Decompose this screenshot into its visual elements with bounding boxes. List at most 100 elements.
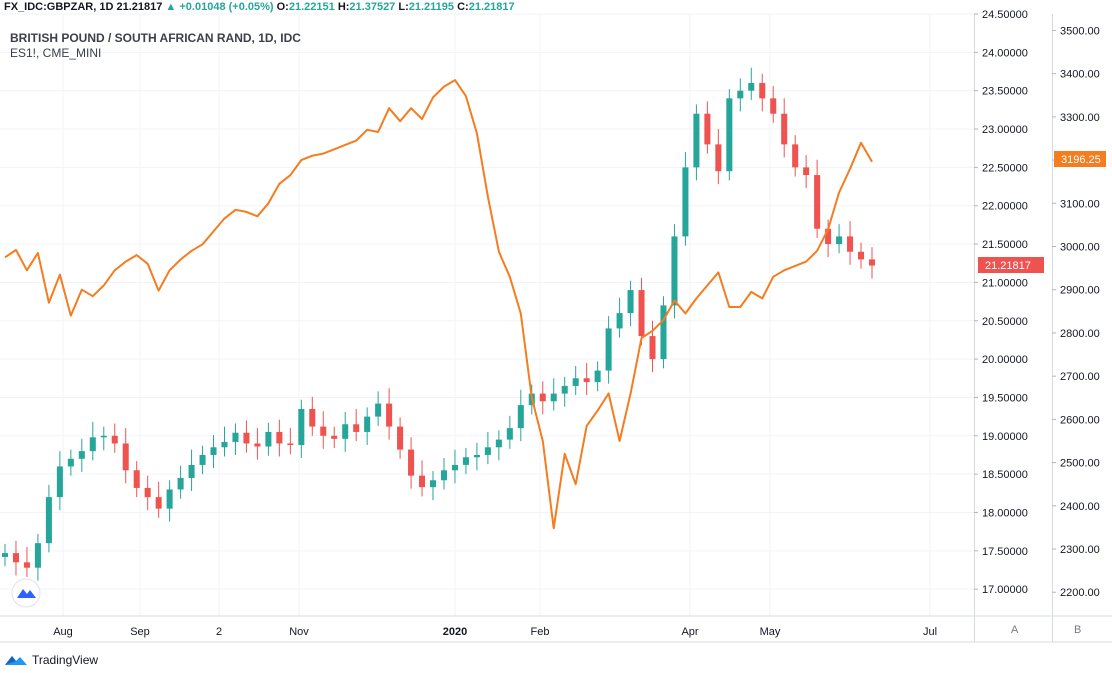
candle-body[interactable] <box>495 439 502 448</box>
candle-body[interactable] <box>616 313 623 329</box>
es-overlay-line[interactable] <box>4 79 873 530</box>
candle-body[interactable] <box>682 167 689 237</box>
candle-body[interactable] <box>484 447 491 455</box>
candle-body[interactable] <box>649 336 656 360</box>
candle-body[interactable] <box>836 236 843 245</box>
candle-body[interactable] <box>715 144 722 172</box>
candle-body[interactable] <box>781 113 788 145</box>
candle-body[interactable] <box>506 428 513 440</box>
candle-body[interactable] <box>188 464 195 478</box>
candle-body[interactable] <box>353 424 360 432</box>
go-to-realtime-button[interactable] <box>11 578 41 608</box>
low-label: L: <box>398 1 409 13</box>
candle-body[interactable] <box>693 113 700 168</box>
candle-body[interactable] <box>814 175 821 229</box>
candle-body[interactable] <box>583 378 590 383</box>
candle-body[interactable] <box>23 562 30 568</box>
price-scale-gbpzar[interactable]: 24.50000 24.00000 23.50000 23.00000 22.50000… <box>974 9 1028 596</box>
candle-body[interactable] <box>759 83 766 99</box>
candle-body[interactable] <box>122 443 129 471</box>
candle-body[interactable] <box>111 435 118 444</box>
candle-body[interactable] <box>1 553 9 557</box>
candle-body[interactable] <box>89 437 96 452</box>
candle-body[interactable] <box>155 497 162 509</box>
candle-body[interactable] <box>462 457 469 465</box>
candle-body[interactable] <box>792 144 799 168</box>
candle-body[interactable] <box>561 385 568 394</box>
candle-body[interactable] <box>671 236 678 306</box>
candle-body[interactable] <box>199 454 206 465</box>
candle-body[interactable] <box>594 370 601 383</box>
candle-body[interactable] <box>737 90 744 99</box>
scale-b-button[interactable]: B <box>1074 624 1081 636</box>
candle-body[interactable] <box>375 403 382 417</box>
price-tick-label: 17.50000 <box>982 546 1028 558</box>
price-badge: 21.21817 <box>978 257 1044 273</box>
candle-body[interactable] <box>386 403 393 427</box>
candle-body[interactable] <box>451 464 458 471</box>
candle-body[interactable] <box>133 470 140 488</box>
candle-body[interactable] <box>440 470 448 481</box>
time-tick-label: Apr <box>681 626 698 638</box>
candle-body[interactable] <box>847 236 854 252</box>
candle-body[interactable] <box>572 378 579 386</box>
time-scale[interactable]: Aug Sep 2 Nov 2020 Feb Apr May Jul <box>53 626 937 638</box>
candle-body[interactable] <box>67 458 74 467</box>
price-tick-label: 23.50000 <box>982 86 1028 98</box>
candle-body[interactable] <box>298 408 305 445</box>
candle-body[interactable] <box>342 424 349 439</box>
candle-body[interactable] <box>254 443 261 447</box>
candle-body[interactable] <box>770 98 777 114</box>
candle-body[interactable] <box>232 432 239 442</box>
candle-body[interactable] <box>210 447 217 455</box>
scale-b-label: B <box>1074 624 1081 636</box>
candle-body[interactable] <box>868 259 876 266</box>
candle-body[interactable] <box>56 466 63 498</box>
candle-body[interactable] <box>748 83 755 91</box>
candle-body[interactable] <box>243 432 250 444</box>
candle-body[interactable] <box>704 113 711 145</box>
candle-body[interactable] <box>517 405 524 429</box>
candle-body[interactable] <box>726 98 733 172</box>
symbol-name[interactable]: FX_IDC:GBPZAR, 1D <box>4 1 114 13</box>
candle-body[interactable] <box>364 416 371 432</box>
candle-body[interactable] <box>287 443 294 445</box>
candle-body[interactable] <box>638 290 645 337</box>
price-tick-label: 19.50000 <box>982 392 1028 404</box>
candle-body[interactable] <box>144 487 151 498</box>
candle-body[interactable] <box>78 451 85 459</box>
tradingview-brand[interactable]: TradingView <box>4 653 98 667</box>
candle-body[interactable] <box>550 393 557 402</box>
price-scale-es[interactable]: 3500.003400.003300.003200.003100.003000.… <box>1052 25 1100 599</box>
candle-body[interactable] <box>265 431 272 447</box>
candle-body[interactable] <box>419 475 426 488</box>
candle-body[interactable] <box>397 426 404 450</box>
candle-body[interactable] <box>276 431 283 444</box>
candle-body[interactable] <box>627 290 634 314</box>
candle-body[interactable] <box>100 435 107 438</box>
candle-body[interactable] <box>825 228 832 245</box>
candle-body[interactable] <box>605 328 612 371</box>
candle-body[interactable] <box>309 408 316 427</box>
candle-body[interactable] <box>858 251 865 260</box>
candle-body[interactable] <box>320 426 327 436</box>
last-price: 21.21817 <box>116 1 163 13</box>
candle-body[interactable] <box>331 435 338 439</box>
price-tick-label: 22.50000 <box>982 162 1028 174</box>
candle-body[interactable] <box>166 489 173 509</box>
candle-body[interactable] <box>34 543 41 568</box>
candle-body[interactable] <box>473 454 480 458</box>
candle-body[interactable] <box>45 497 52 544</box>
candle-body[interactable] <box>660 305 667 360</box>
candle-body[interactable] <box>177 477 184 490</box>
candle-body[interactable] <box>12 553 19 563</box>
candlestick-series[interactable] <box>1 67 876 581</box>
candle-body[interactable] <box>221 441 228 448</box>
candle-body[interactable] <box>803 167 810 176</box>
candle-body[interactable] <box>539 393 546 402</box>
candle-body[interactable] <box>408 449 415 476</box>
auto-scale-button[interactable]: A <box>1011 624 1019 636</box>
brand-label: TradingView <box>32 653 99 667</box>
candle-body[interactable] <box>429 480 437 488</box>
